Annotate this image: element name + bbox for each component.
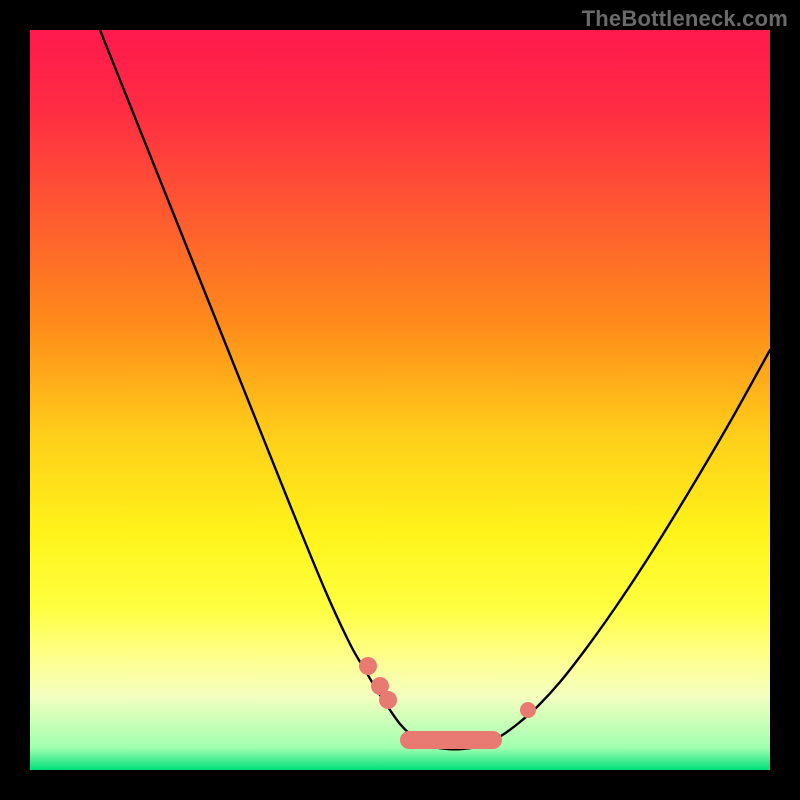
chart-svg — [30, 30, 770, 770]
curve-marker — [379, 691, 397, 709]
watermark-text: TheBottleneck.com — [582, 6, 788, 32]
gradient-background — [30, 30, 770, 770]
chart-container: TheBottleneck.com — [0, 0, 800, 800]
curve-bottom-bar — [400, 731, 502, 749]
curve-marker-right — [520, 702, 536, 718]
curve-marker — [359, 657, 377, 675]
plot-area — [30, 30, 770, 770]
